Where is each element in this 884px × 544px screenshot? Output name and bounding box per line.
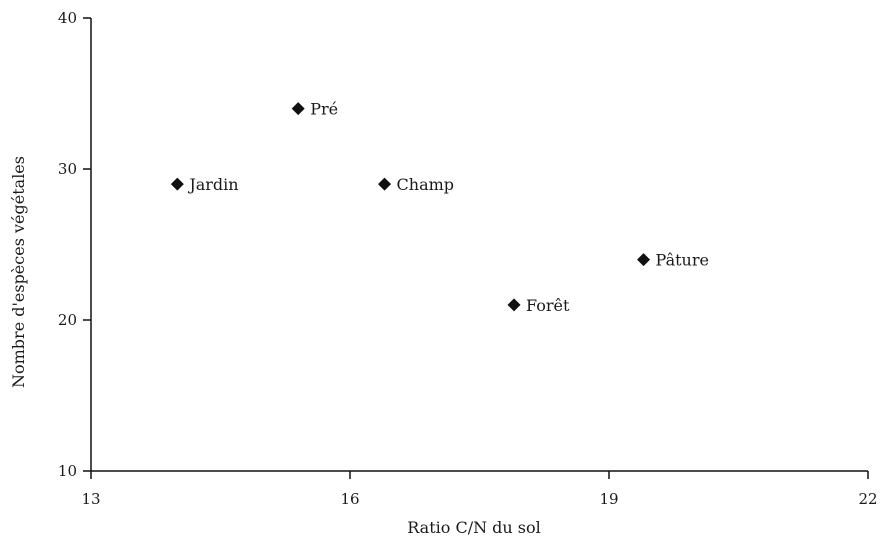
y-tick-label: 40: [58, 9, 77, 27]
data-points: Jardin Pré Champ Forêt Pâture: [170, 100, 709, 315]
x-tick-label: 13: [81, 490, 100, 508]
y-tick-label: 20: [58, 311, 77, 329]
point-label: Pré: [310, 100, 338, 119]
x-tick-label: 22: [858, 490, 877, 508]
axes: [90, 18, 868, 472]
diamond-marker: [637, 253, 651, 267]
x-axis-title: Ratio C/N du sol: [407, 518, 541, 537]
diamond-marker: [291, 102, 305, 116]
data-point: Jardin: [170, 175, 239, 194]
x-tick-label: 19: [599, 490, 618, 508]
data-point: Forêt: [507, 296, 570, 315]
diamond-marker: [170, 177, 184, 191]
point-label: Champ: [397, 175, 455, 194]
y-tick-label: 10: [58, 462, 77, 480]
diamond-marker: [378, 177, 392, 191]
diamond-marker: [507, 298, 521, 312]
data-point: Champ: [378, 175, 454, 194]
point-label: Forêt: [526, 296, 570, 315]
axis-ticks: 13 16 19 22 10 20 30 40: [58, 9, 878, 508]
y-axis-title: Nombre d'espèces végétales: [9, 156, 28, 388]
point-label: Jardin: [187, 175, 238, 194]
y-tick-label: 30: [58, 160, 77, 178]
data-point: Pâture: [637, 251, 709, 270]
x-tick-label: 16: [340, 490, 359, 508]
point-label: Pâture: [656, 251, 709, 270]
data-point: Pré: [291, 100, 338, 119]
